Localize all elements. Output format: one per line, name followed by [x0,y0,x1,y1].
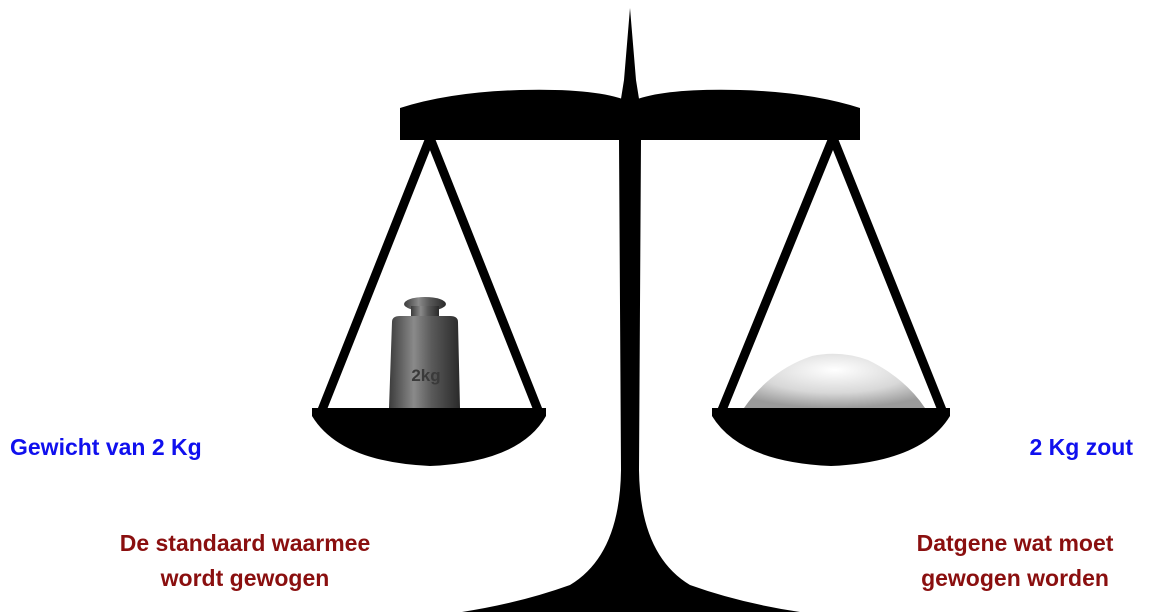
salt-pile [744,354,925,408]
stand [462,140,800,612]
balance-diagram: 2kg Gewicht van 2 Kg 2 Kg zout De standa… [0,0,1160,613]
weight: 2kg [389,297,460,408]
right-label: 2 Kg zout [1030,434,1134,460]
weight-marking: 2kg [411,366,440,385]
left-description: wordt gewogen [160,565,330,591]
right-description: Datgene wat moet [917,530,1114,556]
right-pan [712,138,950,466]
right-description: gewogen worden [921,565,1109,591]
spire [620,8,640,105]
page: 2kg Gewicht van 2 Kg 2 Kg zout De standa… [0,0,1160,613]
left-label: Gewicht van 2 Kg [10,434,202,460]
left-description: De standaard waarmee [120,530,371,556]
